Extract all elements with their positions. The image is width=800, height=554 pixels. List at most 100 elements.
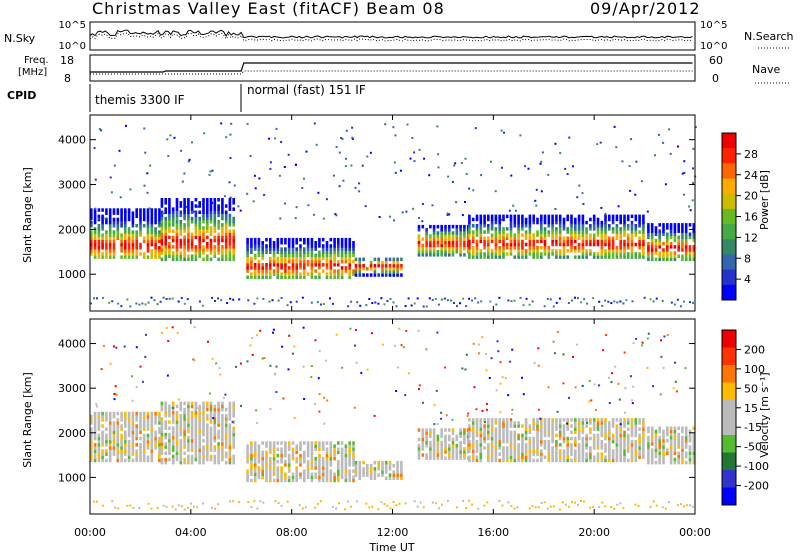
echo-cell bbox=[198, 432, 201, 437]
echo-cell bbox=[209, 213, 213, 218]
echo-cell bbox=[138, 507, 141, 509]
echo-cell bbox=[608, 239, 611, 244]
echo-cell bbox=[592, 242, 596, 247]
echo-cell bbox=[507, 299, 510, 302]
echo-cell bbox=[183, 302, 186, 305]
echo-cell bbox=[306, 272, 310, 276]
echo-cell bbox=[479, 433, 483, 438]
echo-cell bbox=[662, 442, 665, 446]
echo-cell bbox=[479, 220, 483, 225]
echo-cell bbox=[479, 455, 483, 459]
echo-cell bbox=[135, 418, 138, 422]
echo-cell bbox=[647, 254, 650, 258]
echo-cell bbox=[471, 239, 475, 244]
echo-cell bbox=[436, 237, 440, 241]
x-axis-label: Time UT bbox=[368, 541, 414, 554]
echo-cell bbox=[389, 507, 392, 510]
echo-cell bbox=[202, 232, 205, 236]
echo-cell bbox=[511, 413, 513, 415]
echo-cell bbox=[429, 447, 432, 451]
echo-cell bbox=[451, 440, 455, 445]
echo-cell bbox=[471, 421, 475, 425]
echo-cell bbox=[340, 441, 344, 445]
echo-cell bbox=[669, 241, 673, 246]
echo-cell bbox=[577, 255, 581, 259]
x-tick-label: 08:00 bbox=[276, 526, 308, 539]
echo-cell bbox=[600, 455, 604, 459]
echo-cell bbox=[164, 435, 167, 440]
colorbar-segment bbox=[722, 178, 736, 195]
echo-cell bbox=[261, 250, 264, 254]
echo-cell bbox=[389, 297, 392, 300]
echo-cell bbox=[337, 460, 340, 464]
noise-panel: N.Sky 10^5 10^0 10^5 10^0 N.Search bbox=[4, 20, 794, 52]
echo-cell bbox=[187, 417, 190, 421]
echo-cell bbox=[120, 246, 123, 250]
echo-cell bbox=[626, 433, 630, 438]
echo-cell bbox=[247, 501, 250, 503]
echo-cell bbox=[190, 235, 194, 240]
echo-cell bbox=[642, 449, 645, 453]
echo-cell bbox=[585, 242, 588, 247]
echo-cell bbox=[592, 439, 596, 444]
echo-cell bbox=[127, 414, 131, 419]
echo-cell bbox=[528, 439, 532, 444]
echo-cell bbox=[551, 242, 554, 247]
echo-cell bbox=[366, 267, 369, 271]
echo-cell bbox=[547, 214, 551, 219]
echo-cell bbox=[198, 204, 201, 208]
echo-cell bbox=[498, 430, 501, 435]
echo-cell bbox=[658, 235, 661, 240]
echo-cell bbox=[536, 220, 539, 225]
echo-cell bbox=[120, 239, 123, 244]
echo-cell bbox=[658, 254, 661, 258]
echo-cell bbox=[146, 172, 149, 175]
echo-cell bbox=[400, 263, 403, 268]
echo-cell bbox=[543, 214, 547, 219]
echo-cell bbox=[682, 505, 685, 508]
echo-cell bbox=[105, 458, 108, 463]
echo-cell bbox=[502, 255, 505, 259]
echo-cell bbox=[131, 427, 135, 431]
echo-cell bbox=[468, 430, 471, 435]
echo-cell bbox=[654, 154, 656, 157]
echo-cell bbox=[352, 450, 355, 455]
echo-cell bbox=[642, 424, 645, 428]
echo-cell bbox=[354, 464, 358, 468]
echo-cell bbox=[673, 448, 677, 452]
echo-cell bbox=[150, 208, 154, 212]
echo-cell bbox=[532, 236, 535, 240]
echo-cell bbox=[570, 242, 573, 247]
echo-cell bbox=[684, 248, 688, 252]
echo-cell bbox=[425, 231, 428, 235]
echo-cell bbox=[261, 253, 264, 258]
echo-cell bbox=[183, 508, 186, 511]
echo-cell bbox=[246, 247, 249, 251]
echo-cell bbox=[692, 505, 694, 508]
echo-cell bbox=[599, 141, 602, 144]
echo-cell bbox=[321, 466, 325, 470]
echo-cell bbox=[489, 300, 492, 303]
echo-cell bbox=[284, 259, 287, 264]
echo-cell bbox=[294, 217, 297, 220]
echo-cell bbox=[232, 454, 235, 459]
echo-cell bbox=[684, 223, 688, 227]
echo-cell bbox=[120, 305, 123, 308]
echo-cell bbox=[509, 443, 513, 447]
echo-cell bbox=[190, 460, 194, 465]
echo-cell bbox=[280, 450, 283, 455]
echo-cell bbox=[611, 255, 615, 259]
echo-cell bbox=[440, 431, 443, 435]
echo-cell bbox=[395, 504, 398, 507]
echo-cell bbox=[669, 439, 673, 443]
echo-cell bbox=[626, 439, 630, 444]
echo-cell bbox=[646, 337, 649, 340]
echo-cell bbox=[198, 410, 201, 415]
echo-cell bbox=[448, 213, 451, 216]
echo-cell bbox=[101, 252, 104, 256]
x-tick-label: 00:00 bbox=[679, 526, 711, 539]
echo-cell bbox=[479, 224, 483, 228]
echo-cell bbox=[93, 443, 97, 447]
echo-cell bbox=[475, 408, 478, 411]
echo-cell bbox=[533, 362, 536, 365]
